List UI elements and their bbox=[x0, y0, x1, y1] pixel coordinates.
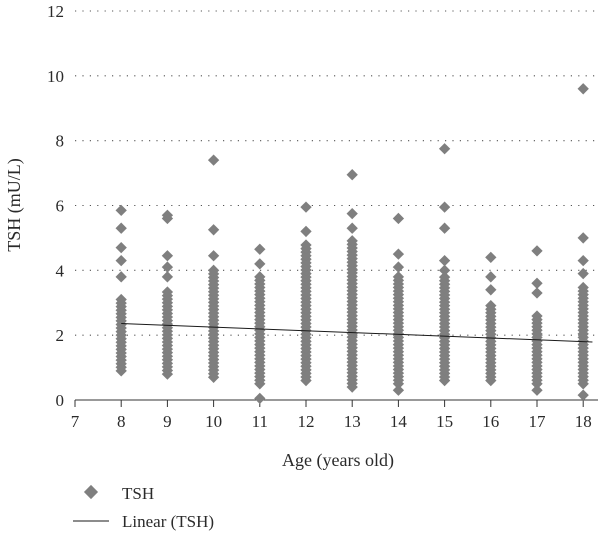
data-point bbox=[254, 258, 266, 270]
data-point bbox=[577, 83, 589, 95]
data-point bbox=[207, 154, 220, 166]
data-point bbox=[300, 201, 312, 213]
data-point bbox=[207, 264, 220, 276]
data-point bbox=[577, 254, 589, 267]
data-point bbox=[531, 245, 543, 257]
x-tick-label-8: 8 bbox=[117, 412, 126, 431]
trendline bbox=[121, 322, 593, 343]
y-axis-title: TSH (mU/L) bbox=[4, 158, 25, 252]
data-point bbox=[577, 281, 589, 294]
data-points bbox=[115, 83, 589, 405]
data-point bbox=[207, 224, 220, 236]
data-point bbox=[161, 261, 174, 273]
data-point bbox=[392, 384, 405, 396]
data-point bbox=[485, 300, 497, 312]
data-point bbox=[300, 239, 312, 251]
data-point bbox=[392, 271, 405, 283]
data-point bbox=[115, 241, 127, 254]
data-point bbox=[531, 287, 543, 299]
x-tick-label-12: 12 bbox=[298, 412, 315, 431]
y-tick-label-10: 10 bbox=[47, 67, 64, 86]
x-tick-label-17: 17 bbox=[529, 412, 547, 431]
data-point bbox=[254, 392, 266, 405]
x-tick-label-14: 14 bbox=[390, 412, 408, 431]
x-tick-label-15: 15 bbox=[436, 412, 453, 431]
x-tick-label-7: 7 bbox=[71, 412, 80, 431]
data-point bbox=[531, 277, 543, 289]
data-point bbox=[392, 248, 405, 260]
y-tick-label-0: 0 bbox=[56, 391, 65, 410]
data-point bbox=[346, 207, 358, 220]
data-point bbox=[300, 225, 312, 238]
data-point bbox=[531, 310, 543, 322]
data-point bbox=[485, 284, 497, 296]
data-point bbox=[485, 271, 497, 283]
data-point bbox=[438, 271, 451, 283]
data-point bbox=[161, 250, 174, 262]
data-point bbox=[485, 251, 497, 264]
data-point bbox=[392, 212, 405, 225]
data-point bbox=[346, 235, 358, 247]
data-point bbox=[577, 267, 589, 280]
data-point bbox=[346, 222, 358, 234]
gridlines bbox=[75, 10, 598, 336]
x-axis-ticks: 7 8 9 10 11 12 13 14 15 16 17 18 bbox=[71, 400, 592, 431]
y-axis-ticks: 0 2 4 6 8 10 12 bbox=[47, 2, 65, 410]
data-point bbox=[115, 254, 127, 267]
legend-label-tsh: TSH bbox=[122, 484, 154, 503]
x-tick-label-10: 10 bbox=[205, 412, 222, 431]
data-point bbox=[115, 271, 127, 283]
data-point bbox=[346, 169, 358, 181]
y-tick-label-4: 4 bbox=[56, 261, 65, 280]
data-point bbox=[438, 264, 451, 276]
x-tick-label-16: 16 bbox=[482, 412, 499, 431]
data-point bbox=[115, 222, 127, 234]
x-tick-label-18: 18 bbox=[575, 412, 592, 431]
y-tick-label-8: 8 bbox=[56, 132, 65, 151]
data-point bbox=[161, 271, 174, 283]
data-point bbox=[207, 250, 220, 262]
data-point bbox=[392, 261, 405, 273]
legend-marker-tsh bbox=[83, 484, 99, 500]
x-tick-label-9: 9 bbox=[163, 412, 172, 431]
y-tick-label-12: 12 bbox=[47, 2, 64, 21]
x-tick-label-13: 13 bbox=[344, 412, 361, 431]
data-point bbox=[161, 212, 174, 225]
data-point bbox=[438, 254, 451, 267]
data-point bbox=[161, 286, 174, 298]
data-point bbox=[115, 204, 127, 217]
data-point bbox=[577, 389, 589, 401]
x-axis-title: Age (years old) bbox=[282, 450, 394, 471]
data-point bbox=[254, 243, 266, 255]
y-tick-label-2: 2 bbox=[56, 326, 65, 345]
x-tick-label-11: 11 bbox=[252, 412, 268, 431]
legend: TSH Linear (TSH) bbox=[73, 484, 214, 531]
data-point bbox=[577, 232, 589, 244]
data-point bbox=[531, 384, 543, 396]
legend-label-linear: Linear (TSH) bbox=[122, 512, 214, 531]
data-point bbox=[438, 201, 451, 213]
y-tick-label-6: 6 bbox=[56, 197, 65, 216]
data-point bbox=[438, 143, 451, 155]
data-point bbox=[438, 222, 451, 234]
